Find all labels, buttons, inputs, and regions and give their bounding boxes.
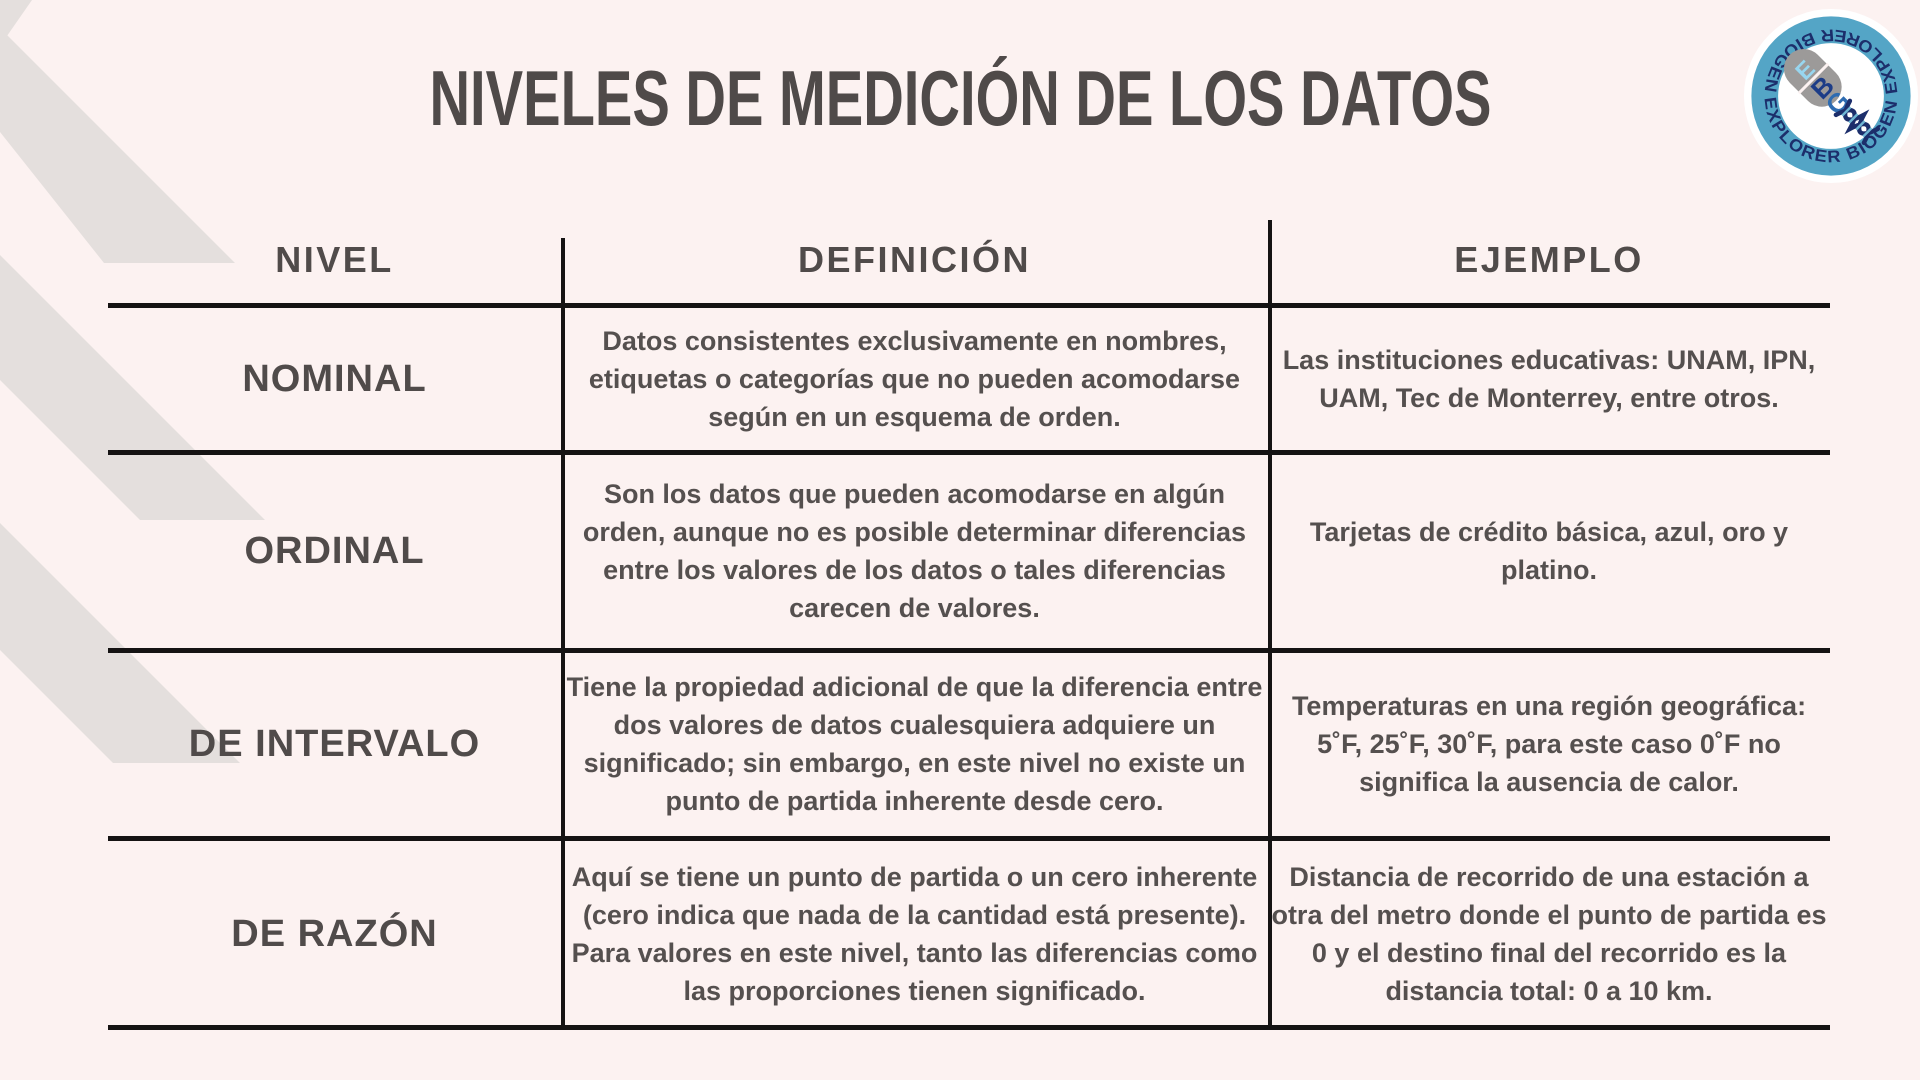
table-row-level: DE INTERVALO (188, 722, 481, 765)
logo-ring (1751, 16, 1911, 176)
table-row-example: Temperaturas en una región geográfica: 5… (1291, 691, 1807, 797)
table-line-bottom (108, 1025, 1830, 1030)
table-row-example: Distancia de recorrido de una estación a… (1271, 862, 1827, 1006)
capsule-divider (1797, 62, 1830, 95)
dna-helix-icon (1833, 98, 1881, 146)
table-row-level: ORDINAL (244, 529, 425, 572)
column-header-ejemplo: EJEMPLO (1454, 239, 1644, 280)
table-row-definition: Aquí se tiene un punto de partida o un c… (571, 862, 1258, 1006)
page-title: NIVELES DE MEDICIÓN DE LOS DATOS (429, 53, 1491, 142)
table-line-row1 (108, 450, 1830, 455)
table-column-divider-1 (561, 238, 565, 1030)
table-row-level: DE RAZÓN (231, 912, 438, 955)
table-row-level: NOMINAL (242, 357, 427, 400)
table-row-example: Tarjetas de crédito básica, azul, oro y … (1309, 517, 1789, 585)
table-line-row3 (108, 836, 1830, 841)
table-row-definition: Datos consistentes exclusivamente en nom… (588, 326, 1241, 432)
table-row-definition: Son los datos que pueden acomodarse en a… (582, 479, 1247, 623)
column-header-definicion: DEFINICIÓN (797, 239, 1031, 280)
column-header-nivel: NIVEL (275, 239, 394, 280)
table-column-divider-2 (1268, 220, 1272, 1030)
explorer-biogen-logo: EXPLORER BIOGEN EXPLORER BIOGEN E B G (1743, 8, 1919, 184)
table-line-row2 (108, 648, 1830, 653)
table-row-definition: Tiene la propiedad adicional de que la d… (566, 672, 1263, 816)
table-line-header (108, 303, 1830, 308)
table-row-example: Las instituciones educativas: UNAM, IPN,… (1282, 345, 1816, 413)
